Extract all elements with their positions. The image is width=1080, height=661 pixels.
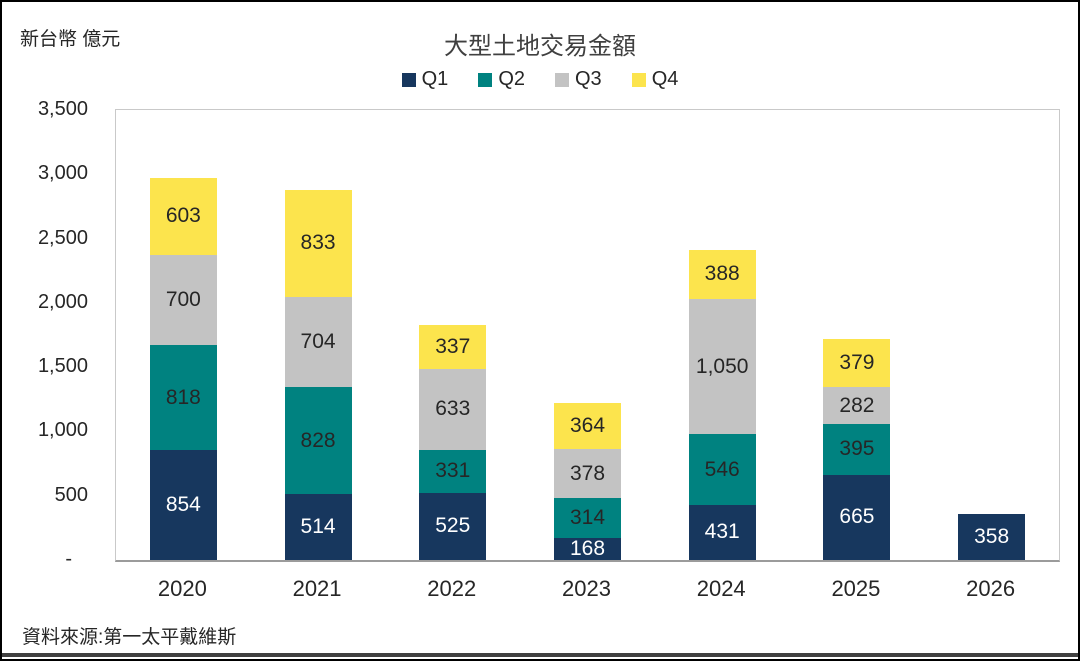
y-tick-label: 2,000 — [37, 290, 88, 313]
bar-value-label: 633 — [435, 397, 471, 421]
x-tick-label-2023: 2023 — [562, 576, 611, 601]
source-note: 資料來源:第一太平戴維斯 — [22, 627, 237, 648]
bar-value-label: 395 — [839, 437, 875, 461]
x-tick-label-2025: 2025 — [831, 576, 881, 601]
legend-label: Q3 — [575, 68, 602, 90]
bar-value-label: 854 — [165, 493, 201, 517]
legend-item-q2: Q2 — [478, 68, 525, 91]
bar-value-label: 358 — [974, 524, 1010, 548]
bar-segment-q1-2020: 854 — [149, 450, 217, 560]
bar-segment-q1-2024: 431 — [688, 504, 756, 560]
footer-rule — [2, 653, 1078, 657]
x-tick-label-2021: 2021 — [292, 576, 342, 601]
bar-value-label: 331 — [435, 459, 471, 483]
bar-value-label: 665 — [839, 505, 875, 529]
bar-value-label: 378 — [569, 461, 606, 485]
y-tick-label: - — [65, 548, 72, 570]
bar-segment-q2-2025: 395 — [823, 423, 891, 475]
bar-value-label: 388 — [704, 262, 740, 286]
bar-segment-q1-2026: 358 — [958, 513, 1026, 560]
bar-segment-q4-2024: 388 — [688, 249, 756, 300]
bar-segment-q1-2021: 514 — [284, 493, 352, 560]
bar-value-label: 704 — [300, 330, 336, 354]
bar-segment-q3-2020: 700 — [149, 255, 217, 346]
bar-segment-q4-2022: 337 — [419, 325, 487, 369]
legend-swatch-icon — [555, 72, 569, 87]
bar-value-label: 603 — [165, 204, 201, 228]
bar-value-label: 525 — [435, 514, 471, 538]
bar-segment-q3-2025: 282 — [823, 387, 891, 424]
y-axis-unit-label: 新台幣 億元 — [20, 29, 121, 50]
bar-value-label: 314 — [569, 506, 606, 530]
bar-segment-q2-2022: 331 — [419, 449, 487, 493]
bar-segment-q2-2021: 828 — [284, 387, 352, 494]
legend-item-q1: Q1 — [401, 68, 449, 91]
bar-value-label: 379 — [839, 351, 875, 375]
x-tick-label-2024: 2024 — [696, 576, 746, 601]
bar-segment-q2-2024: 546 — [688, 434, 756, 505]
bar-value-label: 282 — [839, 393, 875, 417]
bar-value-label: 700 — [165, 288, 201, 312]
legend-swatch-icon — [631, 72, 646, 87]
legend-label: Q1 — [421, 68, 449, 90]
bar-value-label: 168 — [569, 537, 606, 561]
y-tick-label: 2,500 — [37, 226, 88, 249]
y-tick-label: 3,500 — [37, 98, 88, 120]
bar-value-label: 514 — [300, 514, 336, 538]
x-tick-label-2020: 2020 — [157, 576, 207, 601]
bar-segment-q1-2025: 665 — [823, 474, 891, 560]
bar-segment-q3-2024: 1,050 — [688, 299, 756, 435]
y-tick-label: 500 — [54, 483, 88, 506]
bar-segment-q1-2022: 525 — [419, 492, 487, 560]
bar-segment-q4-2021: 833 — [284, 189, 352, 297]
legend-swatch-icon — [478, 72, 493, 87]
bar-value-label: 364 — [569, 414, 606, 438]
bar-value-label: 546 — [704, 457, 740, 481]
bar-segment-q4-2023: 364 — [554, 402, 621, 450]
bar-segment-q4-2025: 379 — [823, 338, 891, 388]
bar-value-label: 337 — [435, 334, 471, 358]
y-tick-label: 1,000 — [37, 419, 88, 442]
legend-swatch-icon — [401, 72, 416, 87]
y-tick-label: 1,500 — [37, 355, 88, 378]
x-tick-label-2026: 2026 — [966, 576, 1016, 601]
bar-segment-q4-2020: 603 — [149, 177, 217, 256]
legend-item-q4: Q4 — [631, 68, 679, 91]
bar-value-label: 1,050 — [695, 354, 749, 378]
chart-title: 大型土地交易金額 — [444, 33, 636, 60]
bar-value-label: 828 — [300, 428, 336, 452]
bar-segment-q1-2023: 168 — [554, 537, 621, 561]
plot-area: 854 818 700 603 514 828 704 833 525 331 633 337 168 3… — [115, 109, 1060, 562]
bar-value-label: 818 — [165, 385, 201, 409]
legend: Q1 Q2 Q3 Q4 — [2, 68, 1078, 91]
x-tick-label-2022: 2022 — [427, 576, 477, 601]
bar-value-label: 431 — [704, 520, 740, 544]
bar-value-label: 833 — [300, 231, 336, 255]
bar-segment-q3-2021: 704 — [284, 296, 352, 388]
bar-segment-q3-2022: 633 — [419, 368, 487, 450]
bar-segment-q3-2023: 378 — [554, 449, 621, 499]
legend-label: Q4 — [651, 68, 679, 90]
bar-segment-q2-2023: 314 — [554, 498, 621, 539]
legend-item-q3: Q3 — [555, 68, 602, 91]
bar-segment-q2-2020: 818 — [149, 345, 217, 451]
y-tick-label: 3,000 — [37, 162, 88, 185]
legend-label: Q2 — [498, 68, 525, 90]
